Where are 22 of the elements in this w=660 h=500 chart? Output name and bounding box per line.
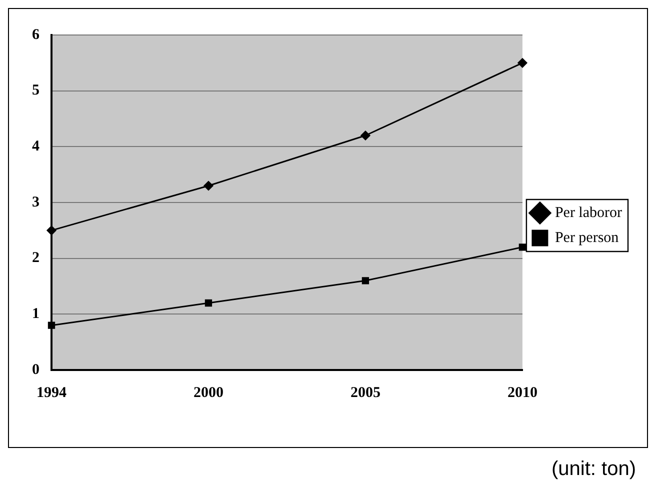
point [362, 277, 370, 284]
point [204, 181, 214, 190]
x-tick-label: 2000 [193, 384, 224, 401]
legend-label: Per laboror [554, 204, 622, 221]
x-tick-label: 2010 [507, 384, 538, 401]
point [204, 299, 212, 307]
y-tick-label: 6 [32, 26, 40, 43]
point [46, 226, 56, 236]
point [518, 244, 526, 251]
text: (unit: ton) [552, 458, 636, 481]
y-tick-label: 5 [32, 82, 40, 99]
point [360, 130, 370, 140]
x-tick-label: 2005 [350, 384, 380, 401]
x-tick-label: 1994 [36, 384, 67, 401]
point [48, 322, 56, 329]
y-tick-label: 2 [32, 250, 40, 266]
y-tick-label: 4 [32, 138, 40, 155]
point [518, 58, 528, 68]
y-tick-label: 3 [32, 194, 40, 210]
legend-label: Per person [554, 230, 620, 246]
y-tick-label: 0 [32, 362, 40, 378]
y-tick-label: 1 [32, 306, 40, 322]
